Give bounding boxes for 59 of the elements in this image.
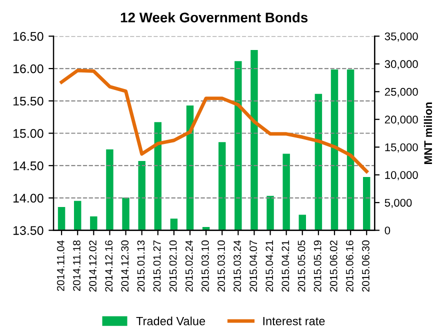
bar: [186, 106, 194, 230]
x-tick-label: 2015.06.02: [330, 240, 338, 292]
x-tick-label: 2015.04.21: [282, 240, 290, 292]
y2-tick-label: 35,000: [384, 32, 418, 42]
y2-tick-label: 30,000: [384, 60, 418, 70]
bar: [122, 198, 130, 230]
bar: [74, 200, 82, 230]
x-tick-label: 2015.01.13: [137, 240, 145, 292]
y-tick-label: 16.00: [13, 64, 44, 74]
x-tick-label: 2014.11.04: [56, 240, 64, 291]
bar: [266, 196, 274, 230]
bar: [218, 142, 226, 230]
y2-tick-label: 15,000: [385, 143, 418, 153]
bar: [154, 122, 162, 230]
y2-tick-label: 20,000: [384, 116, 418, 125]
x-tick-label: 2015.04.21: [266, 240, 274, 292]
y-tick-label: 13.50: [13, 226, 44, 235]
bar: [250, 50, 258, 230]
x-tick-label: 2014.11.18: [73, 240, 80, 291]
x-tick-label: 2015.01.27: [153, 240, 161, 292]
bar: [330, 69, 338, 230]
y2-tick-label: 10,000: [385, 171, 418, 180]
x-tick-label: 2014.12.16: [105, 240, 113, 292]
bar: [234, 61, 242, 230]
x-tick-label: 2015.04.07: [250, 240, 258, 292]
bar: [282, 154, 290, 230]
y-tick-label: 14.00: [13, 194, 44, 203]
y2-axis-title: MNT million: [424, 102, 432, 164]
x-tick-label: 2015.05.05: [298, 240, 306, 292]
x-tick-label: 2015.06.16: [346, 240, 354, 292]
line-series: [60, 68, 368, 174]
x-tick-label: 2015.05.19: [314, 240, 322, 292]
bar: [346, 69, 354, 230]
x-tick-label: 2015.03.10: [218, 240, 225, 292]
x-tick-label: 2015.03.24: [234, 240, 241, 292]
bar: [363, 177, 370, 230]
bar: [298, 214, 306, 230]
bar: [58, 207, 66, 230]
bar: [138, 160, 146, 230]
x-tick-label: 2015.02.24: [185, 240, 193, 292]
bar: [170, 218, 178, 230]
y-tick-label: 15.50: [13, 96, 44, 106]
y-tick-label: 16.50: [13, 32, 44, 41]
y2-tick-label: 0: [384, 226, 390, 234]
legend-label: Traded Value: [136, 316, 206, 326]
y-tick-label: 14.50: [13, 161, 44, 170]
x-tick-label: 2015.03.10: [201, 240, 209, 292]
bar: [90, 216, 98, 230]
bar: [314, 94, 322, 230]
legend-label: Interest rate: [263, 317, 325, 326]
x-tick-label: 2014.12.30: [121, 240, 129, 292]
chart-title: 12 Week Government Bonds: [120, 12, 308, 22]
y2-tick-label: 25,000: [384, 88, 418, 98]
y-tick-label: 15.00: [13, 129, 44, 138]
y2-tick-label: 5,000: [384, 198, 412, 208]
x-tick-label: 2015.02.10: [169, 240, 177, 292]
x-tick-label: 2014.12.02: [89, 240, 96, 292]
x-tick-label: 2015.06.30: [362, 240, 370, 292]
bar: [106, 149, 114, 230]
